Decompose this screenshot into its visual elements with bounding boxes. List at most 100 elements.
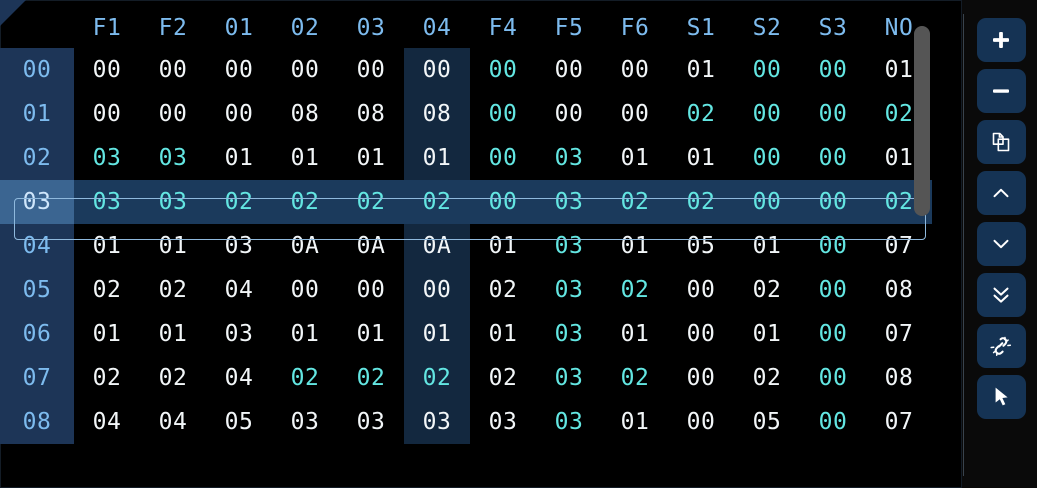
column-header-f1[interactable]: F1 [92,15,122,41]
chevron-down-button[interactable] [976,222,1026,266]
cell-r05-cS2[interactable]: 02 [752,277,782,303]
cell-r06-cF1[interactable]: 01 [92,321,122,347]
cell-r01-cF1[interactable]: 00 [92,101,122,127]
cell-r06-cF4[interactable]: 01 [488,321,518,347]
table-row[interactable]: 08 04 04 05 03 03 03 03 03 01 00 05 00 07 [0,400,932,444]
cell-r04-cF2[interactable]: 01 [158,233,188,259]
cell-r02-cF1[interactable]: 03 [92,145,122,171]
cell-r07-cF6[interactable]: 02 [620,365,650,391]
cell-r07-c01[interactable]: 04 [224,365,254,391]
row-header-03[interactable]: 03 [0,180,74,224]
vertical-scrollbar[interactable] [912,12,932,476]
cell-r08-cF1[interactable]: 04 [92,409,122,435]
cell-r05-cS3[interactable]: 00 [818,277,848,303]
table-row[interactable]: 07 02 02 04 02 02 02 02 03 02 00 02 00 08 [0,356,932,400]
cell-r00-cF6[interactable]: 00 [620,57,650,83]
cell-r08-cF6[interactable]: 01 [620,409,650,435]
cell-r01-cF4[interactable]: 00 [488,101,518,127]
cell-r01-c01[interactable]: 00 [224,101,254,127]
cell-r03-cS2[interactable]: 00 [734,180,800,224]
cell-r07-cF1[interactable]: 02 [92,365,122,391]
column-header-f2[interactable]: F2 [158,15,188,41]
cell-r02-cF4[interactable]: 00 [488,145,518,171]
cell-r02-cS3[interactable]: 00 [818,145,848,171]
cell-r07-cS2[interactable]: 02 [752,365,782,391]
cell-r01-c04[interactable]: 08 [404,92,470,136]
cell-r05-c04[interactable]: 00 [404,268,470,312]
cell-r03-c04[interactable]: 02 [404,180,470,224]
unlink-button[interactable] [976,324,1026,368]
row-header-00[interactable]: 00 [0,48,74,92]
cell-r04-c03[interactable]: 0A [356,233,386,259]
cell-r07-c03[interactable]: 02 [356,365,386,391]
row-header-01[interactable]: 01 [0,92,74,136]
cell-r03-c03[interactable]: 02 [338,180,404,224]
cell-r03-cS1[interactable]: 02 [668,180,734,224]
cell-r02-c04[interactable]: 01 [404,136,470,180]
cell-r04-cS3[interactable]: 00 [818,233,848,259]
table-row[interactable]: 00 00 00 00 00 00 00 00 00 00 01 00 00 01 [0,48,932,92]
cell-r07-c04[interactable]: 02 [404,356,470,400]
cell-r05-cS1[interactable]: 00 [686,277,716,303]
cell-r01-cF2[interactable]: 00 [158,101,188,127]
cell-r02-c01[interactable]: 01 [224,145,254,171]
cell-r00-cS1[interactable]: 01 [686,57,716,83]
cell-r01-cF6[interactable]: 00 [620,101,650,127]
column-header-01[interactable]: 01 [224,15,254,41]
column-header-02[interactable]: 02 [290,15,320,41]
duplicate-button[interactable] [976,120,1026,164]
cell-r04-cF1[interactable]: 01 [92,233,122,259]
cell-r08-cF5[interactable]: 03 [554,409,584,435]
cell-r03-cF5[interactable]: 03 [536,180,602,224]
cell-r05-cF6[interactable]: 02 [620,277,650,303]
cell-r07-cF4[interactable]: 02 [488,365,518,391]
cell-r08-c04[interactable]: 03 [404,400,470,444]
cell-r06-cS1[interactable]: 00 [686,321,716,347]
cursor-pointer-button[interactable] [976,375,1026,419]
cell-r07-cS1[interactable]: 00 [686,365,716,391]
cell-r07-cF2[interactable]: 02 [158,365,188,391]
cell-r01-cNO[interactable]: 02 [884,101,914,127]
cell-r00-cF5[interactable]: 00 [554,57,584,83]
cell-r03-c01[interactable]: 02 [206,180,272,224]
cell-r03-cF4[interactable]: 00 [470,180,536,224]
row-header-04[interactable]: 04 [0,224,74,268]
cell-r08-cS1[interactable]: 00 [686,409,716,435]
cell-r06-cS3[interactable]: 00 [818,321,848,347]
cell-r02-cF2[interactable]: 03 [158,145,188,171]
cell-r04-cS2[interactable]: 01 [752,233,782,259]
cell-r01-c02[interactable]: 08 [290,101,320,127]
cell-r02-cNO[interactable]: 01 [884,145,914,171]
table-row[interactable]: 04 01 01 03 0A 0A 0A 01 03 01 05 01 00 07 [0,224,932,268]
column-header-s2[interactable]: S2 [752,15,782,41]
row-header-05[interactable]: 05 [0,268,74,312]
cell-r06-cF5[interactable]: 03 [554,321,584,347]
cell-r04-cF6[interactable]: 01 [620,233,650,259]
cell-r05-cF1[interactable]: 02 [92,277,122,303]
chevron-up-button[interactable] [976,171,1026,215]
cell-r02-cF6[interactable]: 01 [620,145,650,171]
cell-r04-cNO[interactable]: 07 [884,233,914,259]
cell-r00-cNO[interactable]: 01 [884,57,914,83]
cell-r08-cNO[interactable]: 07 [884,409,914,435]
cell-r00-c01[interactable]: 00 [224,57,254,83]
cell-r00-cF1[interactable]: 00 [92,57,122,83]
cell-r00-cS2[interactable]: 00 [752,57,782,83]
column-header-f5[interactable]: F5 [554,15,584,41]
cell-r06-c02[interactable]: 01 [290,321,320,347]
column-header-03[interactable]: 03 [356,15,386,41]
column-header-f6[interactable]: F6 [620,15,650,41]
cell-r05-c03[interactable]: 00 [356,277,386,303]
cell-r05-c01[interactable]: 04 [224,277,254,303]
cell-r01-cS1[interactable]: 02 [686,101,716,127]
cell-r06-c03[interactable]: 01 [356,321,386,347]
cell-r08-cS3[interactable]: 00 [818,409,848,435]
vertical-scrollbar-thumb[interactable] [914,26,930,216]
table-row[interactable]: 02 03 03 01 01 01 01 00 03 01 01 00 00 01 [0,136,932,180]
row-header-07[interactable]: 07 [0,356,74,400]
column-header-s3[interactable]: S3 [818,15,848,41]
cell-r07-cNO[interactable]: 08 [884,365,914,391]
cell-r04-cF5[interactable]: 03 [554,233,584,259]
cell-r02-cF5[interactable]: 03 [554,145,584,171]
cell-r05-cNO[interactable]: 08 [884,277,914,303]
